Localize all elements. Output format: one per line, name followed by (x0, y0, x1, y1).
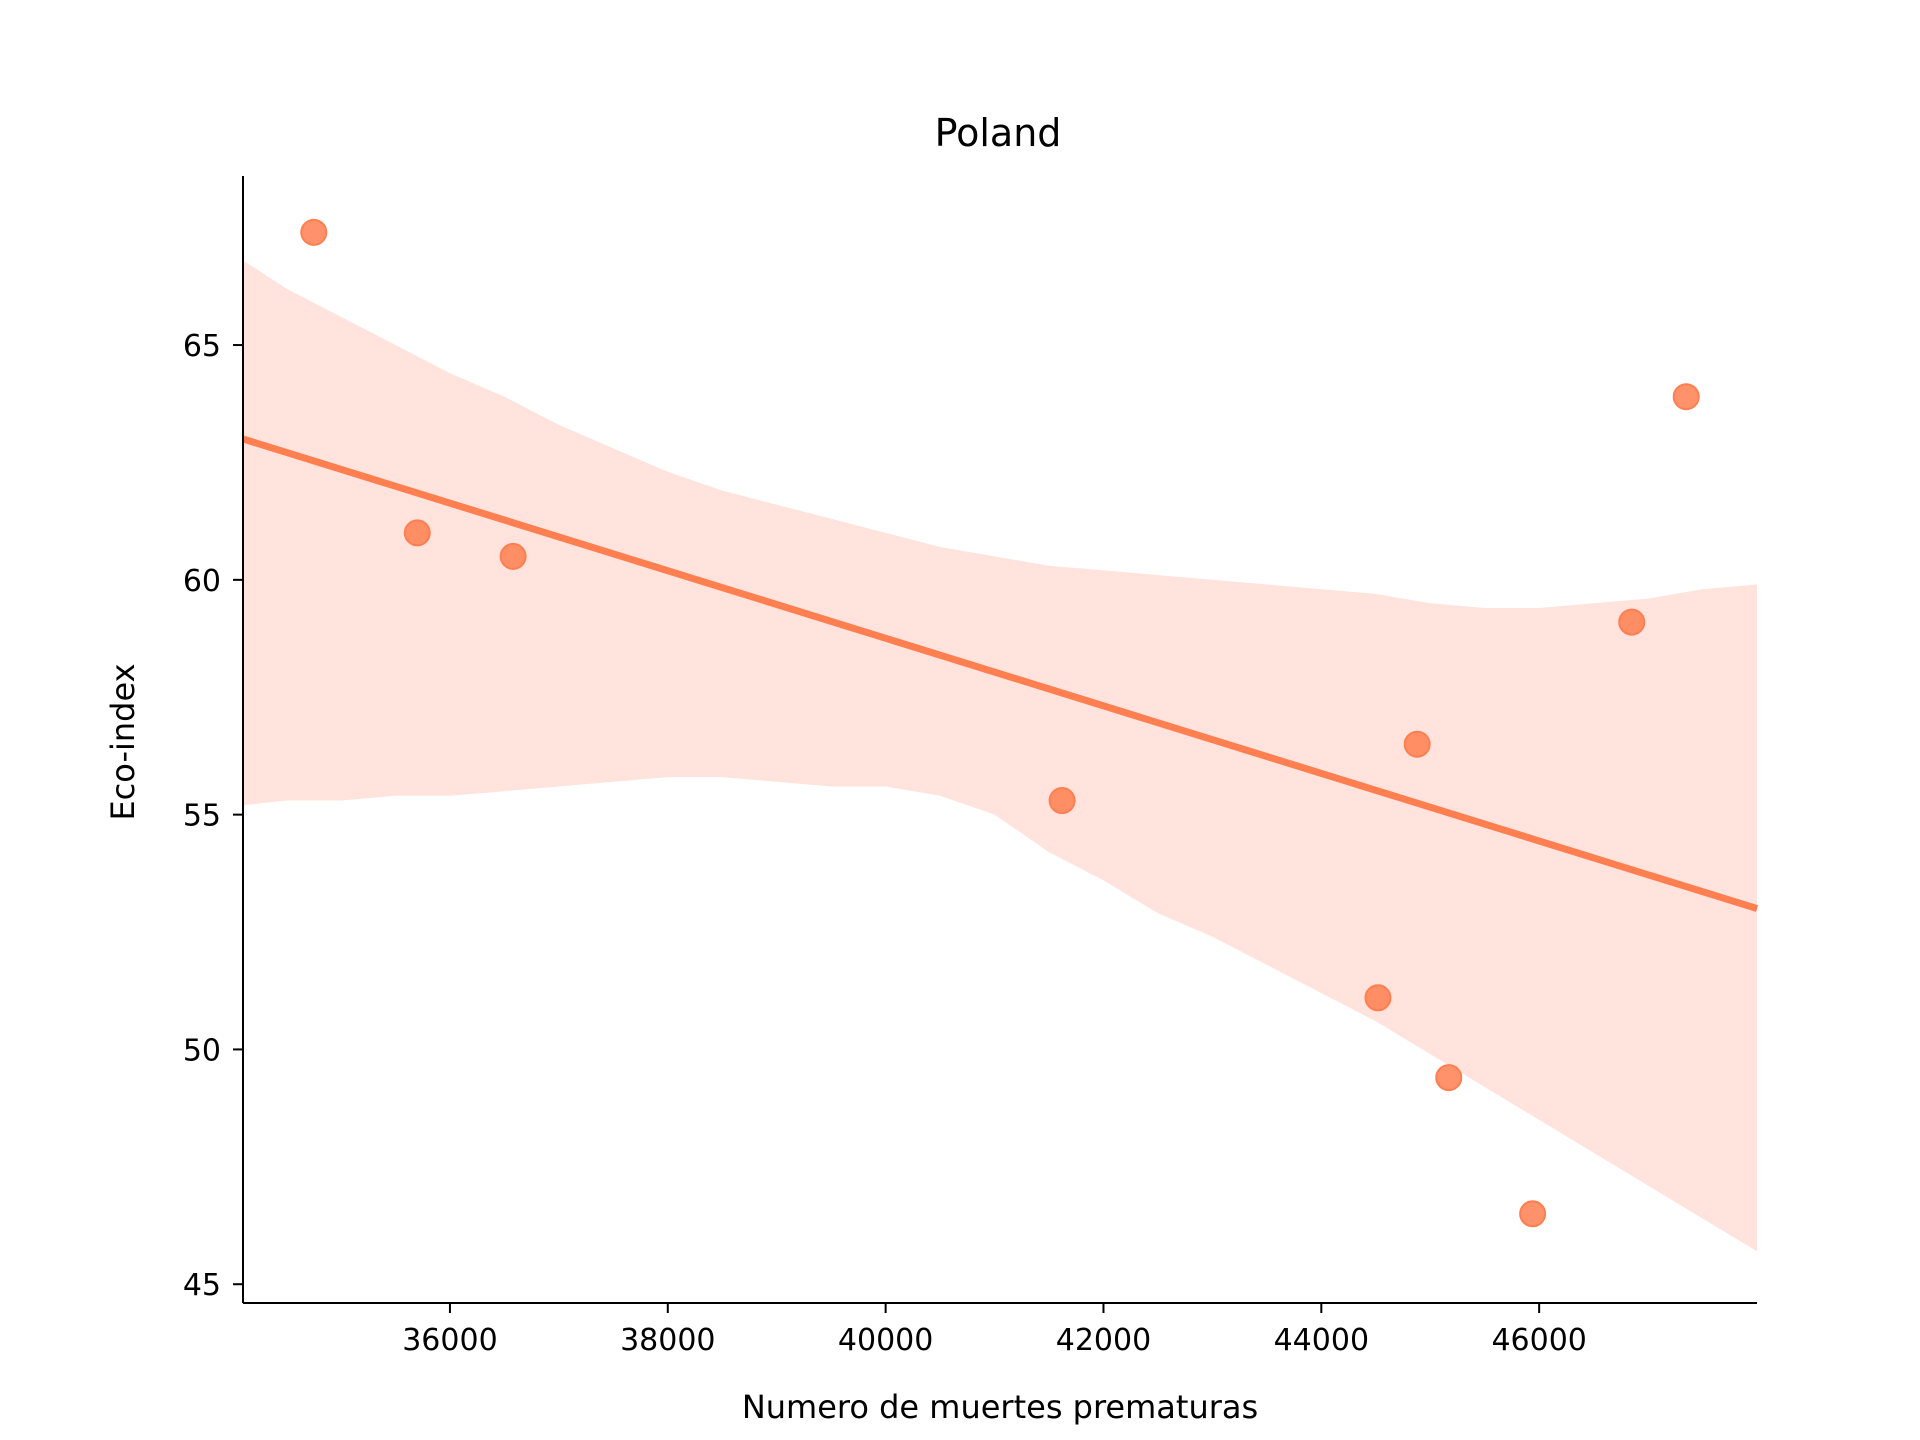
axes: 36000 38000 40000 42000 44000 46000 45 50 55 60 65 (183, 176, 1757, 1358)
y-tick-label: 65 (183, 329, 221, 364)
y-tick-label: 50 (183, 1033, 221, 1068)
regression-line-layer (241, 435, 1759, 912)
y-tick-label: 45 (183, 1268, 221, 1303)
y-axis-title: Eco-index (104, 663, 142, 820)
data-point (300, 218, 328, 246)
x-axis-title: Numero de muertes prematuras (742, 1388, 1258, 1426)
data-point (1048, 787, 1076, 815)
x-tick-label: 44000 (1274, 1323, 1369, 1358)
data-point (403, 519, 431, 547)
confidence-band (243, 260, 1757, 1252)
y-tick-label: 55 (183, 799, 221, 834)
y-tick-label: 60 (183, 564, 221, 599)
chart-title: Poland (935, 111, 1062, 155)
x-tick-label: 46000 (1491, 1323, 1586, 1358)
regression-line (241, 435, 1759, 912)
data-point (1672, 383, 1700, 411)
data-point (1618, 608, 1646, 636)
data-point (1403, 730, 1431, 758)
data-point (1435, 1064, 1463, 1092)
x-tick-label: 38000 (620, 1323, 715, 1358)
data-point (499, 542, 527, 570)
data-points-layer (300, 218, 1700, 1228)
confidence-band-layer (243, 260, 1757, 1252)
data-point (1519, 1200, 1547, 1228)
x-tick-label: 36000 (402, 1323, 497, 1358)
x-tick-label: 40000 (838, 1323, 933, 1358)
data-point (1364, 984, 1392, 1012)
x-tick-label: 42000 (1056, 1323, 1151, 1358)
